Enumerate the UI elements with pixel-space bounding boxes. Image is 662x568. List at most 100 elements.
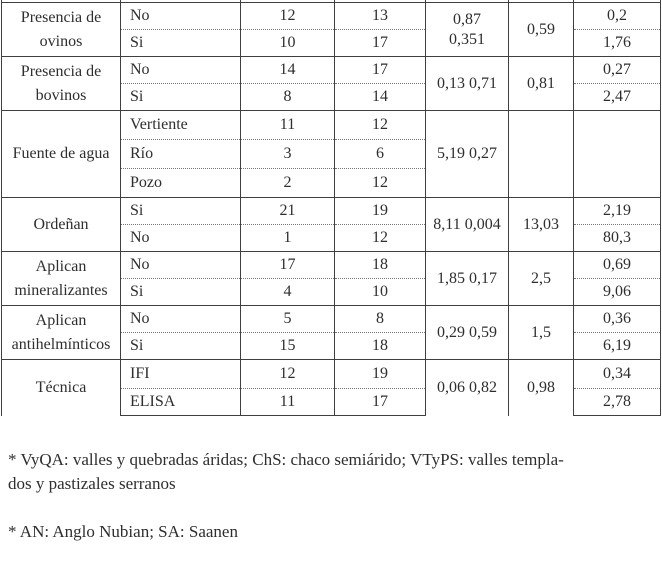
category-cell: Si (120, 332, 241, 360)
cutoff-cell (334, 0, 426, 3)
table-row: Aplican mineralizantes No 17 18 1,85 0,1… (1, 251, 661, 306)
category-cell: No (120, 305, 241, 333)
count-cell: 19 (334, 359, 426, 389)
table-row: Presencia de ovinos No 12 13 0,87 0,351 … (1, 2, 661, 57)
ci-cell: 0,27 (573, 56, 661, 84)
category-cell: ELISA (120, 388, 241, 416)
count-cell: 12 (240, 359, 335, 389)
ci-cell: 80,3 (573, 224, 661, 252)
ci-cell: 2,19 (573, 197, 661, 225)
ci-cell: 1,76 (573, 29, 661, 57)
count-cell: 15 (240, 332, 335, 360)
ci-cell: 6,19 (573, 332, 661, 360)
table-row: Si 15 18 6,19 (2, 332, 661, 360)
or-cell (508, 110, 574, 198)
count-cell: 4 (240, 278, 335, 306)
ci-cell (573, 110, 661, 198)
ci-cell: 0,2 (573, 2, 661, 30)
count-cell: 6 (334, 139, 426, 169)
category-cell: No (120, 56, 241, 84)
or-cell: 0,81 (508, 56, 574, 111)
variable-cell: Aplican mineralizantes (1, 251, 121, 306)
cutoff-cell (120, 0, 241, 3)
count-cell: 14 (240, 56, 335, 84)
count-cell: 8 (240, 83, 335, 111)
table-row: No 1 12 80,3 (2, 224, 661, 252)
ci-cell: 2,47 (573, 83, 661, 111)
count-cell: 11 (240, 110, 335, 140)
category-cell: Vertiente (120, 110, 241, 140)
chi-p-cell: 0,13 0,71 (425, 56, 509, 111)
category-cell: Si (120, 83, 241, 111)
chi-p-cell: 5,19 0,27 (425, 110, 509, 198)
count-cell: 12 (334, 224, 426, 252)
category-cell: Río (120, 139, 241, 169)
or-cell: 2,5 (508, 251, 574, 306)
count-cell: 17 (334, 56, 426, 84)
count-cell: 14 (334, 83, 426, 111)
category-cell: IFI (120, 359, 241, 389)
results-table: Presencia de ovinos No 12 13 0,87 0,351 … (1, 0, 661, 416)
table-row: Fuente de agua Vertiente 11 12 5,19 0,27 (1, 110, 661, 198)
variable-cell: Fuente de agua (1, 110, 121, 198)
variable-cell: Aplican antihelmínticos (1, 305, 121, 360)
or-cell: 0,59 (508, 2, 574, 57)
or-cell: 13,03 (508, 197, 574, 252)
category-cell: Pozo (120, 168, 241, 198)
table-row: Si 4 10 9,06 (2, 278, 661, 306)
category-cell: Si (120, 29, 241, 57)
chi-p-cell: 0,87 0,351 (425, 2, 509, 57)
count-cell: 1 (240, 224, 335, 252)
ci-cell: 0,36 (573, 305, 661, 333)
count-cell: 18 (334, 251, 426, 279)
count-cell: 11 (240, 388, 335, 416)
cutoff-cell (1, 0, 121, 3)
category-cell: Si (120, 197, 241, 225)
ci-cell: 2,78 (573, 388, 661, 416)
cutoff-cell (508, 0, 574, 3)
count-cell: 12 (334, 168, 426, 198)
ci-cell: 9,06 (573, 278, 661, 306)
table-row: Río 3 6 (2, 139, 661, 169)
category-cell: No (120, 251, 241, 279)
category-cell: No (120, 224, 241, 252)
variable-cell: Técnica (1, 359, 121, 416)
ci-cell: 0,34 (573, 359, 661, 389)
count-cell: 2 (240, 168, 335, 198)
footnote-regions: * VyQA: valles y quebradas áridas; ChS: … (8, 450, 564, 493)
variable-cell: Presencia de bovinos (1, 56, 121, 111)
count-cell: 10 (240, 29, 335, 57)
count-cell: 18 (334, 332, 426, 360)
count-cell: 8 (334, 305, 426, 333)
count-cell: 3 (240, 139, 335, 169)
count-cell: 17 (334, 388, 426, 416)
count-cell: 17 (334, 29, 426, 57)
table-row: Pozo 2 12 (2, 168, 661, 198)
chi-p-cell: 0,06 0,82 (425, 359, 509, 416)
category-cell: Si (120, 278, 241, 306)
or-cell: 1,5 (508, 305, 574, 360)
table-row: Si 10 17 1,76 (2, 29, 661, 57)
footnote-breeds: * AN: Anglo Nubian; SA: Saanen (8, 522, 238, 541)
count-cell: 19 (334, 197, 426, 225)
count-cell: 21 (240, 197, 335, 225)
or-cell: 0,98 (508, 359, 574, 416)
table-row: Técnica IFI 12 19 0,06 0,82 0,98 0,34 (1, 359, 661, 416)
cutoff-row-top (1, 0, 661, 3)
ci-cell: 0,69 (573, 251, 661, 279)
variable-cell: Presencia de ovinos (1, 2, 121, 57)
cutoff-cell (240, 0, 335, 3)
count-cell: 5 (240, 305, 335, 333)
table-row: Ordeñan Si 21 19 8,11 0,004 13,03 2,19 (1, 197, 661, 252)
table-row: Aplican antihelmínticos No 5 8 0,29 0,59… (1, 305, 661, 360)
chi-p-cell: 1,85 0,17 (425, 251, 509, 306)
count-cell: 13 (334, 2, 426, 30)
count-cell: 12 (240, 2, 335, 30)
count-cell: 12 (334, 110, 426, 140)
cutoff-cell (573, 0, 661, 3)
variable-cell: Ordeñan (1, 197, 121, 252)
count-cell: 10 (334, 278, 426, 306)
chi-p-cell: 0,29 0,59 (425, 305, 509, 360)
table-row: Si 8 14 2,47 (2, 83, 661, 111)
chi-p-cell: 8,11 0,004 (425, 197, 509, 252)
